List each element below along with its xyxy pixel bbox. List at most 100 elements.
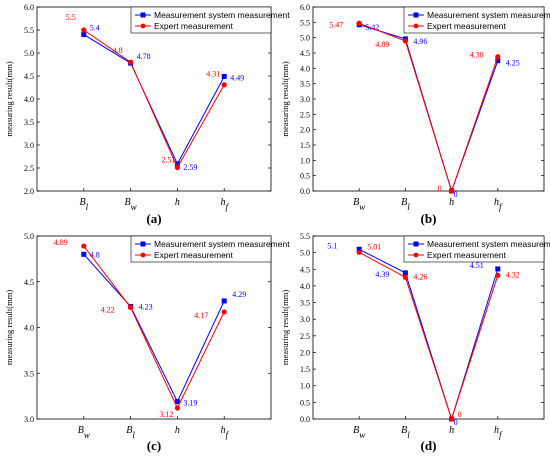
data-label: 4.25 [506,59,520,68]
data-label: 4.17 [194,311,208,320]
y-tick-label: 0.0 [300,187,310,196]
data-label: 0 [454,418,458,427]
plot-frame [36,235,272,420]
chart-panel-2: 0.0 0.5 1.0 1.5 2.0 2.5 3.0 3.5 4.0 4.5 5.0 5.5 6.0 m… [280,3,550,226]
data-point-expert [81,27,87,33]
data-label: 5.1 [327,241,337,250]
y-tick-label: 5.5 [24,26,34,35]
series-line-expert [359,22,499,193]
data-point-expert [449,416,455,422]
data-point-measurement-system [174,399,180,405]
legend-marker-circle [413,23,419,29]
series-line-measurement-system [358,248,499,421]
y-tick-label: 2.0 [300,126,310,135]
y-axis-label: measuring result(mm) [4,61,14,136]
x-tick-label: Bl [126,425,135,440]
legend-label: Expert measurement [427,21,507,31]
legend-label: Expert measurement [154,250,234,260]
data-label: 0 [438,184,442,193]
data-label: 5.42 [365,23,379,32]
y-tick-label: 2.5 [300,332,310,341]
data-label: 4.96 [413,37,427,46]
legend-label: Expert measurement [427,250,507,260]
series-line-expert [83,245,225,410]
chart-panel-1: 2.0 2.5 3.0 3.5 4.0 4.5 5.0 5.5 6.0 measuring res… [4,3,290,226]
x-tick-label: h [449,425,454,436]
x-tick-label: hf [494,425,503,440]
data-label: 4.49 [230,73,244,82]
y-tick-label: 4.0 [300,282,310,291]
x-tick-label: h [449,197,454,208]
y-axis-label: measuring result(mm) [280,61,290,136]
data-label: 4.89 [54,238,68,247]
data-label: 2.51 [161,156,175,165]
x-tick-label: Bl [401,425,410,440]
x-tick-label: Bw [78,425,90,440]
panel-label: (d) [421,438,437,453]
chart-panel-3: 3.0 3.5 4.0 4.5 5.0 measuring result(mm) Bw Bl h… [4,232,290,453]
y-tick-label: 5.5 [300,18,310,27]
data-point-expert [495,272,501,278]
data-label: 3.12 [159,410,173,419]
y-tick-label: 0.0 [300,415,310,424]
series-line-measurement-system [83,34,225,166]
y-tick-label: 4.0 [24,95,34,104]
legend-label: Measurement system measurement [154,239,290,249]
legend-marker-square [140,12,146,18]
x-tick-label: Bw [125,197,137,212]
y-tick-label: 3.5 [24,369,34,378]
data-label: 5.5 [66,13,76,22]
legend-box [403,6,545,34]
data-point-measurement-system [356,246,362,252]
x-tick-label: hf [220,197,229,212]
y-tick-label: 2.0 [300,348,310,357]
y-tick-label: 3.0 [24,415,34,424]
data-point-expert [356,249,362,255]
data-point-expert [128,304,134,310]
legend-box [130,235,272,263]
data-point-measurement-system [81,251,87,257]
y-tick-label: 3.0 [24,141,34,150]
y-tick-label: 4.0 [300,64,310,73]
data-point-expert [495,54,501,60]
x-tick-label: h [175,197,180,208]
data-point-expert [402,274,408,280]
y-tick-label: 1.5 [300,365,310,374]
panel-label: (a) [146,211,161,226]
y-tick-label: 4.0 [24,324,34,333]
data-label: 4.51 [470,261,484,270]
y-tick-label: 2.5 [24,164,34,173]
data-point-expert [356,20,362,26]
legend-label: Measurement system measurement [154,10,290,20]
data-point-expert [174,164,180,171]
y-tick-label: 0.5 [300,172,310,181]
legend-marker-square [140,241,146,247]
y-tick-label: 3.5 [24,118,34,127]
data-label: 3.19 [183,399,197,408]
data-label: 4.8 [90,250,100,259]
data-label: 4.26 [413,272,427,281]
data-point-expert [402,38,408,44]
data-label: 5.47 [329,20,343,29]
plot-frame [312,235,545,420]
data-label: 4.31 [206,70,220,79]
data-point-measurement-system [81,32,87,38]
data-point-expert [81,243,87,249]
panel-label: (b) [421,211,437,226]
data-point-expert [221,82,227,88]
data-point-measurement-system [402,270,408,276]
data-label: 4.23 [139,302,153,311]
y-tick-label: 4.5 [24,72,34,81]
data-label: 4.89 [375,40,389,49]
x-tick-label: Bw [353,197,365,212]
y-tick-label: 3.5 [300,299,310,308]
y-tick-label: 5.0 [24,49,34,58]
legend-label: Expert measurement [154,21,234,31]
legend-marker-circle [140,252,146,258]
data-point-measurement-system [174,161,180,167]
data-label: 4.8 [113,46,123,55]
y-tick-label: 5.5 [300,232,310,241]
legend-label: Measurement system measurement [427,10,550,20]
data-label: 0 [458,410,462,419]
